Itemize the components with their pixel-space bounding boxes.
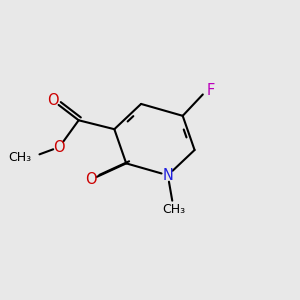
Text: O: O <box>85 172 96 187</box>
Text: O: O <box>53 140 65 154</box>
Text: F: F <box>206 83 215 98</box>
Text: N: N <box>162 168 173 183</box>
Text: CH₃: CH₃ <box>8 151 31 164</box>
Text: CH₃: CH₃ <box>162 203 185 216</box>
Text: O: O <box>48 94 59 109</box>
